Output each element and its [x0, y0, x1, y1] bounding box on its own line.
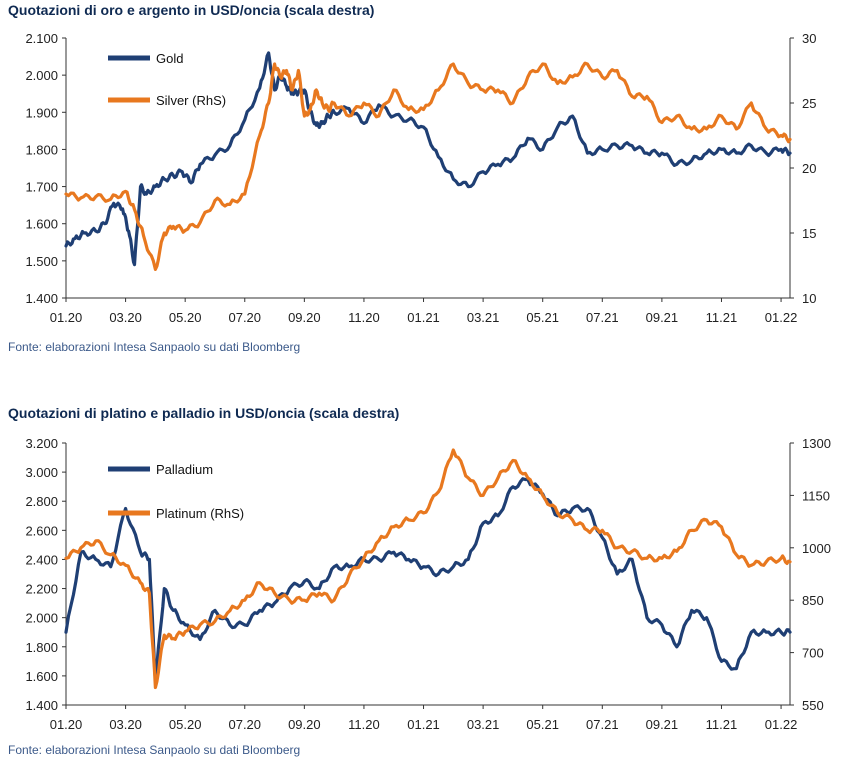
x-tick-label: 01.22 [765, 717, 798, 732]
x-tick-label: 03.20 [109, 717, 142, 732]
chart1-title: Quotazioni di oro e argento in USD/oncia… [8, 2, 375, 18]
chart1-source: Fonte: elaborazioni Intesa Sanpaolo su d… [8, 340, 301, 354]
x-tick-label: 05.20 [169, 717, 202, 732]
chart2-source: Fonte: elaborazioni Intesa Sanpaolo su d… [8, 743, 301, 757]
series-line-silver-rhs [64, 61, 792, 271]
left-tick-label: 3.200 [25, 436, 58, 451]
x-tick-label: 11.20 [348, 717, 380, 732]
left-tick-label: 1.900 [25, 105, 58, 120]
right-tick-label: 10 [802, 291, 816, 306]
legend-label: Platinum (RhS) [156, 506, 244, 521]
left-tick-label: 1.800 [25, 640, 58, 655]
x-tick-label: 07.21 [586, 717, 619, 732]
x-tick-label: 09.20 [288, 310, 321, 325]
platinum-palladium-chart: 1.400 1.600 1.800 2.000 2.200 2.400 2.600 2.800… [25, 436, 831, 732]
right-tick-label: 30 [802, 31, 816, 46]
legend-label: Palladium [156, 462, 213, 477]
right-tick-label: 1150 [802, 488, 830, 503]
left-tick-label: 3.000 [25, 465, 58, 480]
x-tick-label: 09.21 [646, 310, 679, 325]
right-tick-label: 1000 [802, 541, 831, 556]
right-tick-label: 700 [802, 646, 824, 661]
right-tick-label: 15 [802, 226, 816, 241]
x-tick-label: 01.21 [407, 310, 440, 325]
x-tick-label: 03.21 [467, 310, 500, 325]
chart2-title: Quotazioni di platino e palladio in USD/… [8, 405, 400, 421]
x-tick-label: 11.21 [706, 310, 738, 325]
x-tick-label: 01.20 [50, 310, 83, 325]
right-tick-label: 550 [802, 698, 824, 713]
left-tick-label: 2.200 [25, 582, 58, 597]
x-tick-label: 01.22 [765, 310, 798, 325]
x-tick-label: 05.21 [526, 717, 559, 732]
left-tick-label: 1.600 [25, 217, 58, 232]
left-tick-label: 2.800 [25, 494, 58, 509]
x-tick-label: 07.20 [228, 717, 261, 732]
left-tick-label: 2.600 [25, 523, 58, 538]
legend-label: Gold [156, 51, 183, 66]
right-tick-label: 20 [802, 161, 816, 176]
left-tick-label: 1.800 [25, 142, 58, 157]
right-tick-label: 850 [802, 593, 824, 608]
x-tick-label: 07.20 [228, 310, 261, 325]
series-line-palladium [64, 477, 792, 684]
right-tick-label: 25 [802, 96, 816, 111]
left-tick-label: 2.000 [25, 611, 58, 626]
left-tick-label: 2.000 [25, 68, 58, 83]
left-tick-label: 1.400 [25, 698, 58, 713]
x-tick-label: 03.21 [467, 717, 500, 732]
x-tick-label: 05.21 [526, 310, 559, 325]
x-tick-label: 11.21 [706, 717, 738, 732]
left-tick-label: 1.600 [25, 669, 58, 684]
x-tick-label: 03.20 [109, 310, 142, 325]
series-line-platinum-rhs [64, 448, 792, 690]
left-tick-label: 1.400 [25, 291, 58, 306]
left-tick-label: 1.500 [25, 254, 58, 269]
x-tick-label: 11.20 [348, 310, 380, 325]
right-tick-label: 1300 [802, 436, 831, 451]
x-tick-label: 07.21 [586, 310, 619, 325]
left-tick-label: 2.100 [25, 31, 58, 46]
x-tick-label: 09.20 [288, 717, 321, 732]
legend-label: Silver (RhS) [156, 93, 226, 108]
gold-silver-chart: 1.400 1.500 1.600 1.700 1.800 1.900 2.000 2.100… [25, 31, 816, 325]
series-line-gold [64, 51, 792, 267]
left-tick-label: 2.400 [25, 552, 58, 567]
x-tick-label: 01.21 [407, 717, 440, 732]
x-tick-label: 09.21 [646, 717, 679, 732]
x-tick-label: 05.20 [169, 310, 202, 325]
x-tick-label: 01.20 [50, 717, 83, 732]
left-tick-label: 1.700 [25, 180, 58, 195]
